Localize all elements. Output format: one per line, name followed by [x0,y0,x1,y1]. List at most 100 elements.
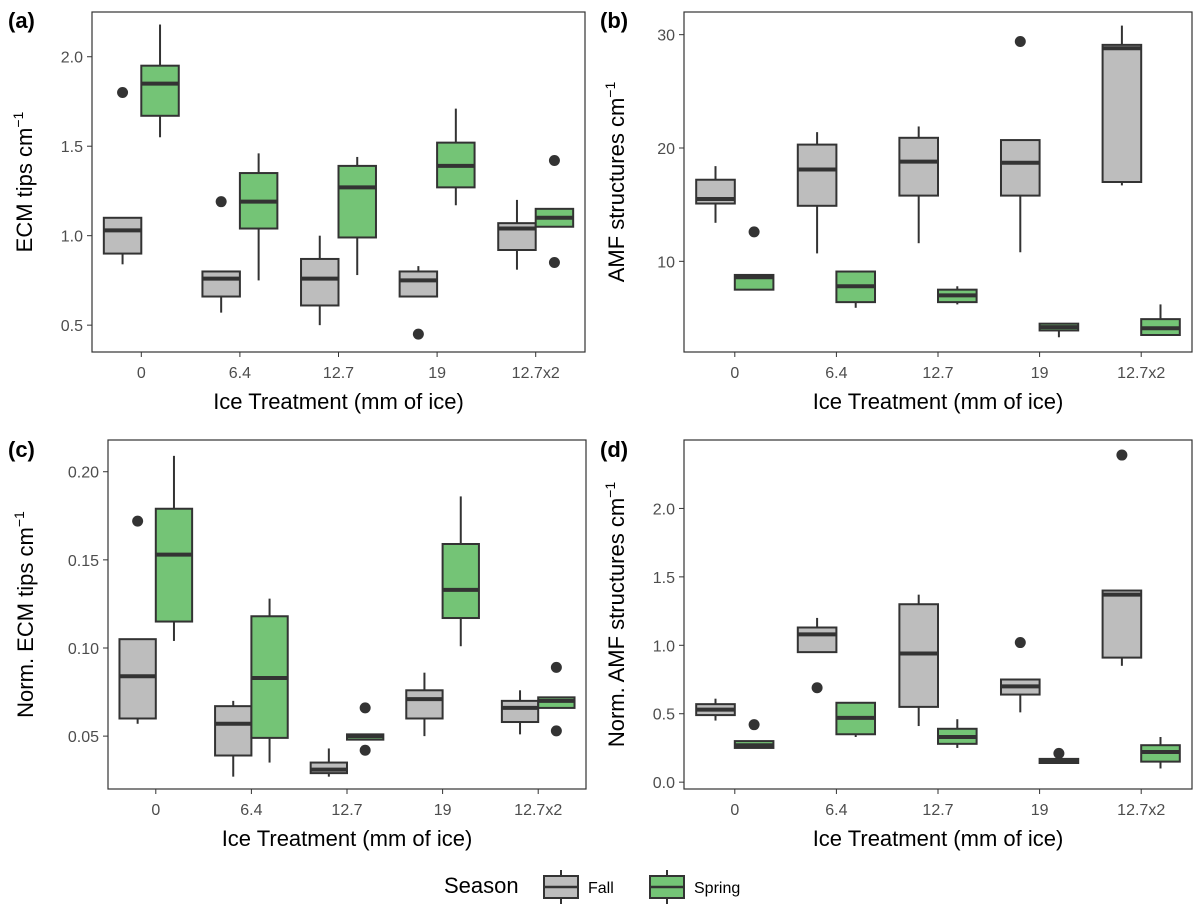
outlier-point [550,661,562,673]
box-iqr [118,638,157,720]
y-axis-title-superscript: −1 [602,82,618,98]
box-spring-12.7 [937,286,978,305]
x-tick-label: 6.4 [825,802,847,819]
y-axis-title: AMF structures cm−1 [602,82,629,283]
box-fall-0 [102,87,143,265]
x-tick-label: 19 [1031,802,1049,819]
box-fall-12.7 [309,748,348,777]
outlier-point [548,257,560,269]
outlier-point [1116,449,1128,461]
box-spring-0 [154,455,194,641]
box-fall-6.4 [796,617,838,694]
legend-keys: Fall Spring [543,870,740,904]
box-spring-19 [436,108,476,206]
x-tick-label: 6.4 [229,365,251,382]
outlier-point [748,226,760,238]
x-tick-label: 6.4 [240,802,262,819]
box-iqr [300,257,340,307]
box-iqr [1101,43,1143,183]
y-tick-label: 0.5 [653,707,675,724]
outlier-point [548,155,560,167]
box-fall-12.7 [898,126,940,244]
outlier-point [1053,747,1065,759]
box-spring-12.7x2 [1140,304,1181,336]
box-iqr [500,699,540,724]
box-fall-12.7x2 [1101,25,1143,186]
x-tick-label: 0 [151,802,160,819]
legend-label-fall: Fall [588,880,614,897]
box-iqr [140,64,180,117]
y-tick-label: 1.5 [61,139,83,156]
box-spring-6.4 [835,270,877,308]
y-axis-title: ECM tips cm−1 [10,111,37,252]
y-tick-label: 20 [657,141,675,158]
y-axis-title: Norm. ECM tips cm−1 [11,511,38,718]
box-spring-12.7x2 [534,155,575,269]
box-spring-6.4 [238,153,279,281]
y-axis-title: Norm. AMF structures cm−1 [602,482,629,748]
x-tick-label: 12.7 [331,802,362,819]
x-tick-label: 12.7x2 [1117,365,1165,382]
y-axis-title-text: ECM tips cm [12,128,37,253]
x-axis-title: Ice Treatment (mm of ice) [213,389,464,414]
panel-label: (c) [8,437,35,462]
outlier-point [412,328,424,340]
outlier-point [748,719,760,731]
x-tick-label: 12.7 [323,365,354,382]
x-tick-label: 0 [730,802,739,819]
outlier-point [132,515,144,527]
x-tick-label: 19 [1031,365,1049,382]
y-tick-label: 0.20 [68,465,99,482]
box-spring-19 [441,496,480,647]
box-fall-12.7x2 [500,690,540,735]
box-fall-0 [695,698,736,721]
legend-label-spring: Spring [694,880,740,897]
y-tick-label: 0.10 [68,641,99,658]
box-spring-6.4 [835,701,877,737]
panel-label: (d) [600,437,628,462]
panel-label: (b) [600,8,628,33]
x-axis-title: Ice Treatment (mm of ice) [222,826,473,851]
box-fall-12.7x2 [1101,449,1143,666]
box-spring-12.7 [937,719,978,748]
box-iqr [796,626,838,654]
y-tick-label: 1.0 [61,229,83,246]
outlier-point [1014,35,1026,47]
box-iqr [102,216,143,255]
box-iqr [398,270,439,298]
box-iqr [999,139,1041,197]
box-spring-12.7x2 [537,661,576,737]
box-spring-0 [733,226,775,291]
box-iqr [441,542,480,620]
chart-panel-c: 0.05 0.10 0.15 0.20 0 6.4 12.7 19 12.7x2 Ice Trea… [8,437,587,851]
box-fall-0 [695,166,736,223]
x-tick-label: 0 [137,365,146,382]
box-fall-12.7 [300,235,340,326]
y-tick-label: 2.0 [653,501,675,518]
x-tick-label: 12.7 [922,802,953,819]
box-iqr [154,507,194,623]
x-tick-label: 12.7x2 [1117,802,1165,819]
x-tick-label: 12.7x2 [514,802,562,819]
box-spring-19 [1038,322,1080,338]
legend-key-fall: Fall [543,870,614,904]
outlier-point [359,702,371,714]
box-fall-12.7x2 [497,199,537,270]
x-tick-label: 0 [730,365,739,382]
y-tick-label: 2.0 [61,50,83,67]
y-tick-label: 1.0 [653,638,675,655]
y-tick-label: 0.05 [68,729,99,746]
box-fall-6.4 [796,132,838,254]
box-spring-0 [140,24,180,138]
box-spring-0 [733,719,775,749]
legend-title: Season [444,873,519,898]
box-fall-19 [398,266,439,340]
box-spring-6.4 [250,598,289,763]
box-iqr [796,143,838,207]
box-fall-19 [405,672,444,737]
y-tick-label: 0.0 [653,775,675,792]
box-iqr [898,136,940,197]
y-axis-title-superscript: −1 [10,111,26,127]
x-tick-label: 12.7 [922,365,953,382]
legend: Season Fall Spring [444,870,740,904]
